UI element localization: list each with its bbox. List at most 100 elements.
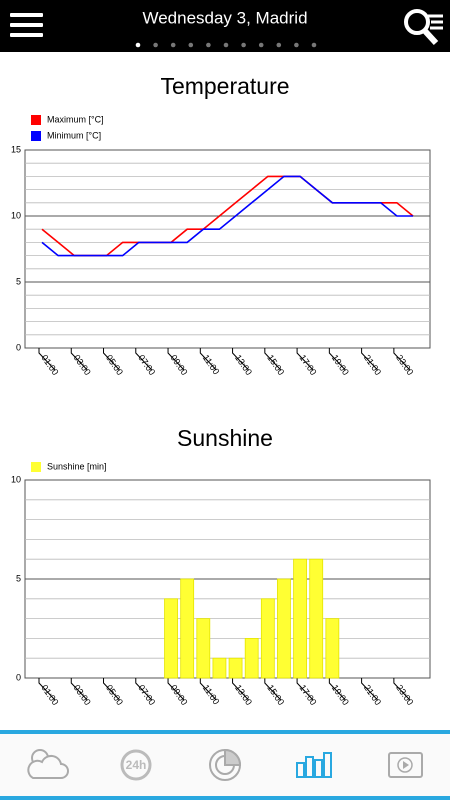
page-dot — [258, 42, 264, 48]
legend-swatch — [31, 115, 41, 125]
x-tick-mark — [135, 348, 153, 371]
bar — [325, 618, 340, 679]
page-indicator — [135, 42, 317, 48]
y-tick-label: 5 — [16, 573, 21, 583]
x-tick-mark — [232, 678, 249, 701]
search-button[interactable] — [404, 9, 443, 46]
x-tick-label: 17:00 — [298, 353, 319, 377]
legend-swatch — [31, 462, 41, 472]
search-lens — [404, 9, 430, 35]
page-dot — [276, 42, 282, 48]
x-tick-label: 05:00 — [104, 353, 125, 377]
search-handle — [422, 28, 439, 46]
y-tick-label: 5 — [16, 276, 21, 286]
bar — [228, 657, 243, 679]
plot-area — [24, 149, 431, 349]
badge-ring — [120, 749, 152, 781]
x-tick-label: 07:00 — [136, 683, 157, 707]
x-tick-label: 03:00 — [72, 683, 93, 707]
menu-button[interactable] — [10, 13, 43, 37]
page-dot — [135, 42, 141, 48]
x-tick-label: 01:00 — [39, 683, 60, 707]
x-tick-mark — [361, 678, 378, 701]
nav-bar-icon — [314, 759, 323, 778]
x-tick-label: 09:00 — [168, 683, 189, 707]
bar — [309, 558, 324, 679]
video-frame — [388, 752, 423, 778]
page-dot — [153, 42, 158, 48]
nav-video[interactable] — [388, 752, 423, 778]
x-tick-label: 15:00 — [265, 683, 286, 707]
nav-badge: 24h — [126, 758, 147, 772]
x-tick-mark — [361, 348, 378, 371]
x-tick-mark — [70, 678, 88, 701]
chart-title: Temperature — [160, 73, 289, 99]
nav-bar-icon — [323, 752, 332, 778]
x-tick-label: 11:00 — [201, 683, 222, 707]
x-tick-mark — [264, 678, 282, 701]
x-tick-mark — [328, 678, 346, 701]
bar — [260, 598, 275, 679]
x-tick-mark — [296, 348, 314, 371]
x-tick-label: 23:00 — [394, 353, 415, 377]
menu-line — [10, 13, 43, 17]
x-tick-mark — [70, 348, 88, 371]
menu-line — [10, 23, 43, 27]
page-dot — [223, 42, 229, 48]
bar — [164, 598, 178, 679]
nav-bottom-border — [0, 796, 450, 800]
x-tick-label: 05:00 — [104, 683, 125, 707]
y-tick-label: 0 — [16, 342, 21, 352]
x-tick-label: 23:00 — [394, 683, 415, 707]
x-tick-label: 13:00 — [233, 683, 254, 707]
nav-24h[interactable]: 24h — [120, 749, 152, 781]
page-dot — [170, 42, 176, 48]
nav-top-border — [0, 730, 450, 734]
x-tick-mark — [167, 678, 185, 701]
x-tick-label: 19:00 — [330, 353, 351, 377]
x-tick-mark — [328, 348, 346, 371]
y-tick-label: 10 — [11, 474, 21, 484]
x-tick-label: 21:00 — [362, 683, 383, 707]
page-dot — [188, 42, 194, 48]
nav-weather[interactable] — [27, 749, 69, 779]
legend-label: Minimum [°C] — [47, 130, 101, 140]
nav-charts[interactable] — [296, 752, 332, 778]
bar — [277, 578, 291, 679]
x-tick-mark — [167, 348, 185, 371]
nav-bar-icon — [296, 762, 305, 778]
x-tick-label: 09:00 — [168, 353, 189, 377]
x-tick-label: 03:00 — [72, 353, 93, 377]
legend-swatch — [31, 131, 41, 141]
x-tick-mark — [199, 678, 217, 701]
x-tick-mark — [296, 678, 314, 701]
x-tick-mark — [38, 348, 56, 371]
x-tick-label: 19:00 — [330, 683, 351, 707]
legend-label: Sunshine [min] — [47, 461, 107, 471]
x-tick-mark — [135, 678, 153, 701]
series-line — [41, 175, 413, 257]
page-dot — [294, 42, 299, 48]
video-play — [403, 761, 409, 769]
header-title: Wednesday 3, Madrid — [142, 8, 307, 27]
x-tick-mark — [393, 348, 411, 371]
x-tick-mark — [264, 348, 282, 371]
nav-radar[interactable] — [209, 748, 242, 781]
y-tick-label: 10 — [11, 210, 21, 220]
page-dot — [311, 42, 317, 48]
x-tick-mark — [103, 678, 120, 701]
x-tick-label: 13:00 — [233, 353, 254, 377]
chart-title: Sunshine — [177, 425, 273, 451]
legend-label: Maximum [°C] — [47, 114, 104, 124]
video-circle — [397, 757, 413, 773]
y-tick-label: 15 — [11, 144, 21, 154]
x-tick-label: 11:00 — [201, 353, 222, 377]
bar — [293, 558, 307, 679]
bar — [212, 657, 227, 679]
bar — [244, 638, 259, 679]
cloud-icon — [27, 754, 69, 779]
x-tick-label: 15:00 — [265, 353, 286, 377]
x-tick-mark — [199, 348, 217, 371]
bar — [180, 578, 195, 679]
x-tick-mark — [393, 678, 411, 701]
